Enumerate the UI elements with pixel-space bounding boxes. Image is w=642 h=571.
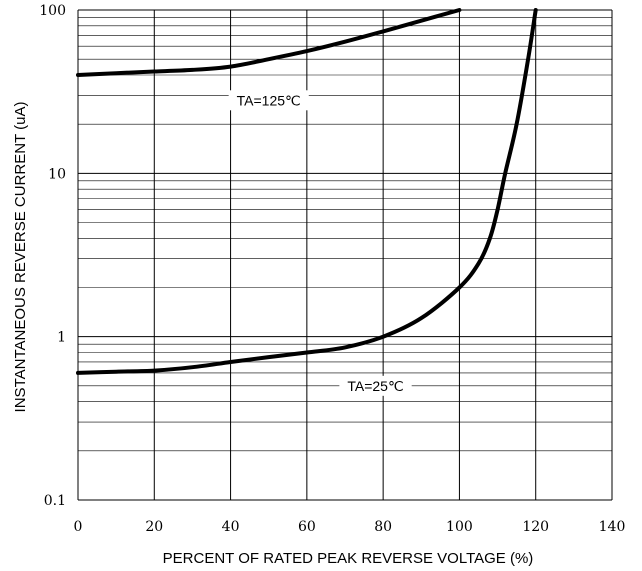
x-tick-label: 0	[74, 519, 83, 535]
series-layer	[76, 8, 538, 375]
x-tick-label: 120	[522, 519, 549, 535]
y-tick-label: 1	[57, 330, 66, 346]
annotation-bg-125	[228, 90, 309, 111]
y-tick-label: 100	[39, 3, 66, 19]
y-tick-label: 0.1	[44, 493, 66, 509]
annotation-bg-25	[339, 375, 412, 396]
x-tick-label: 20	[145, 519, 163, 535]
x-tick-label: 80	[374, 519, 392, 535]
x-tick-label: 60	[298, 519, 316, 535]
x-tick-label: 40	[222, 519, 240, 535]
series-line-ta-25	[76, 8, 538, 375]
tick-labels: 0 20 40 60 80 100 120 140 0.1 1 10 100	[39, 3, 625, 535]
y-axis-label: INSTANTANEOUS REVERSE CURRENT (uA)	[12, 102, 29, 413]
x-tick-label: 100	[446, 519, 473, 535]
y-tick-label: 10	[48, 166, 66, 182]
x-tick-label: 140	[599, 519, 626, 535]
annotation-ta-25: TA=25℃	[347, 378, 403, 394]
series-line-ta-125	[76, 8, 462, 77]
annotation-ta-125: TA=125℃	[237, 92, 301, 108]
grid	[77, 9, 613, 501]
x-axis-label: PERCENT OF RATED PEAK REVERSE VOLTAGE (%…	[163, 550, 534, 567]
annotations: TA=125℃ TA=25℃	[228, 90, 412, 396]
